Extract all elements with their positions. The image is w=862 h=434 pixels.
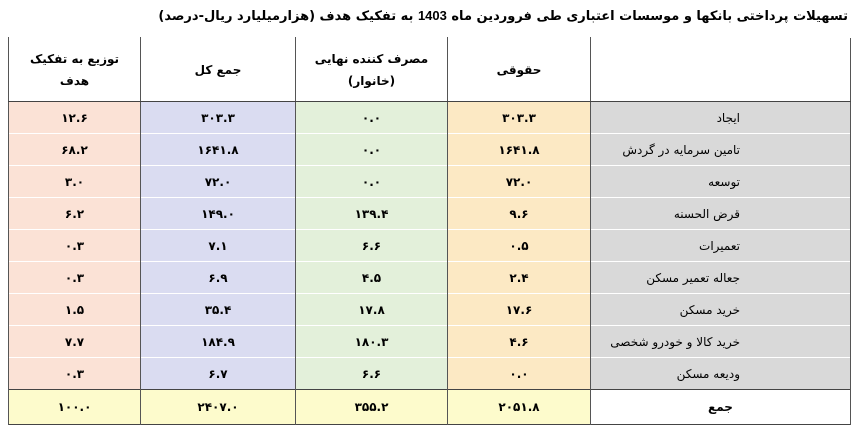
title-text: تسهیلات پرداختی بانکها و موسسات اعتباری … (446, 9, 848, 24)
header-cell (590, 37, 851, 102)
value-cell: ۱۶۴۱.۸ (447, 133, 591, 166)
title: تسهیلات پرداختی بانکها و موسسات اعتباری … (158, 8, 848, 24)
header-text: حقوقی (496, 62, 542, 77)
value-cell: ۱۸۴.۹ (140, 325, 296, 358)
value-cell: ۲۰۵۱.۸ (447, 389, 591, 425)
value-cell: ۲.۴ (447, 261, 591, 294)
value-cell: ۳۵.۴ (140, 293, 296, 326)
value-cell: ۶.۹ (140, 261, 296, 294)
label-cell: تامین سرمایه در گردش (590, 133, 851, 166)
value-cell: ۱۸۰.۳ (295, 325, 448, 358)
data-row: ودیعه مسکن ۰.۰ ۶.۶ ۶.۷ ۰.۳ (8, 357, 851, 390)
value-cell: ۴.۶ (447, 325, 591, 358)
value-cell: ۱۷.۶ (447, 293, 591, 326)
header-text: مصرف کننده نهایی (314, 51, 429, 66)
value-cell: ۰.۳ (8, 357, 141, 390)
header-text: (خانوار) (347, 73, 396, 88)
value-cell: ۳.۰ (8, 165, 141, 198)
value-cell: ۱۴۹.۰ (140, 197, 296, 230)
value-cell: ۶.۶ (295, 229, 448, 262)
value-cell: ۳۰۳.۳ (447, 101, 591, 134)
value-cell: ۷.۷ (8, 325, 141, 358)
value-cell: ۶.۷ (140, 357, 296, 390)
label-cell: توسعه (590, 165, 851, 198)
header-text: هدف (59, 73, 90, 88)
value-cell: ۰.۳ (8, 261, 141, 294)
value-cell: ۱.۵ (8, 293, 141, 326)
header-row: حقوقی مصرف کننده نهایی (خانوار) جمع کل توزیع… (8, 37, 851, 102)
data-row: جعاله تعمیر مسکن ۲.۴ ۴.۵ ۶.۹ ۰.۳ (8, 261, 851, 294)
header-text: جمع کل (194, 62, 242, 77)
value-cell: ۱۶۴۱.۸ (140, 133, 296, 166)
value-cell: ۲۴۰۷.۰ (140, 389, 296, 425)
value-cell: ۷.۱ (140, 229, 296, 262)
value-cell: ۰.۰ (295, 165, 448, 198)
value-cell: ۷۲.۰ (447, 165, 591, 198)
data-row: خرید مسکن ۱۷.۶ ۱۷.۸ ۳۵.۴ ۱.۵ (8, 293, 851, 326)
title-text: به تفکیک هدف (هزارمیلیارد ریال-درصد) (158, 9, 418, 24)
data-row: ایجاد ۳۰۳.۳ ۰.۰ ۳۰۳.۳ ۱۲.۶ (8, 101, 851, 134)
value-cell: ۳۵۵.۲ (295, 389, 448, 425)
table: حقوقی مصرف کننده نهایی (خانوار) جمع کل توزیع… (8, 37, 851, 425)
data-row: تامین سرمایه در گردش ۱۶۴۱.۸ ۰.۰ ۱۶۴۱.۸ ۶۸.۲ (8, 133, 851, 166)
value-cell: ۱۲.۶ (8, 101, 141, 134)
title-year: 1403 (417, 8, 447, 23)
value-cell: ۱۳۹.۴ (295, 197, 448, 230)
value-cell: ۶.۲ (8, 197, 141, 230)
header-cell: مصرف کننده نهایی (خانوار) (295, 37, 448, 102)
label-cell: ودیعه مسکن (590, 357, 851, 390)
data-row: توسعه ۷۲.۰ ۰.۰ ۷۲.۰ ۳.۰ (8, 165, 851, 198)
data-row: قرض الحسنه ۹.۶ ۱۳۹.۴ ۱۴۹.۰ ۶.۲ (8, 197, 851, 230)
label-cell: خرید کالا و خودرو شخصی (590, 325, 851, 358)
value-cell: ۱۰۰.۰ (8, 389, 141, 425)
value-cell: ۰.۰ (295, 133, 448, 166)
value-cell: ۰.۵ (447, 229, 591, 262)
value-cell: ۰.۰ (447, 357, 591, 390)
value-cell: ۱۷.۸ (295, 293, 448, 326)
value-cell: ۷۲.۰ (140, 165, 296, 198)
label-cell: جمع (590, 389, 851, 425)
header-cell: حقوقی (447, 37, 591, 102)
label-cell: خرید مسکن (590, 293, 851, 326)
data-row: خرید کالا و خودرو شخصی ۴.۶ ۱۸۰.۳ ۱۸۴.۹ ۷.۷ (8, 325, 851, 358)
label-cell: جعاله تعمیر مسکن (590, 261, 851, 294)
value-cell: ۰.۳ (8, 229, 141, 262)
label-cell: قرض الحسنه (590, 197, 851, 230)
header-cell: توزیع به تفکیک هدف (8, 37, 141, 102)
value-cell: ۶۸.۲ (8, 133, 141, 166)
value-cell: ۳۰۳.۳ (140, 101, 296, 134)
total-row: جمع ۲۰۵۱.۸ ۳۵۵.۲ ۲۴۰۷.۰ ۱۰۰.۰ (8, 389, 851, 425)
value-cell: ۰.۰ (295, 101, 448, 134)
header-cell: جمع کل (140, 37, 296, 102)
value-cell: ۹.۶ (447, 197, 591, 230)
header-text: توزیع به تفکیک (29, 51, 120, 66)
label-cell: ایجاد (590, 101, 851, 134)
data-row: تعمیرات ۰.۵ ۶.۶ ۷.۱ ۰.۳ (8, 229, 851, 262)
value-cell: ۴.۵ (295, 261, 448, 294)
label-cell: تعمیرات (590, 229, 851, 262)
value-cell: ۶.۶ (295, 357, 448, 390)
